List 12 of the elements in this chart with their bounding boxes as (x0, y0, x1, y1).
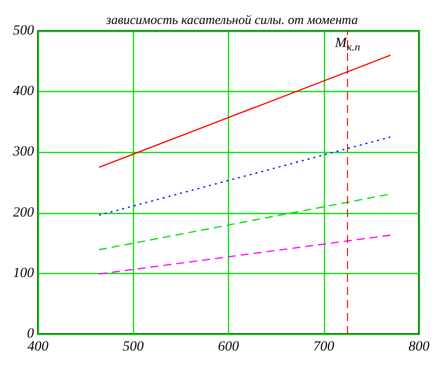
y-tick-label: 500 (13, 24, 34, 38)
y-tick-label: 100 (13, 266, 34, 281)
y-tick-label: 0 (27, 326, 34, 342)
x-tick-label: 600 (218, 340, 239, 354)
x-tick-label: 800 (408, 340, 430, 354)
y-tick-label: 300 (12, 144, 34, 160)
y-tick-label: 400 (13, 84, 34, 100)
y-tick-label: 200 (13, 205, 34, 220)
x-tick-label: 400 (28, 340, 48, 354)
x-tick-label: 500 (122, 340, 144, 354)
chart-title: зависимость касательной силы. от момента (105, 12, 358, 27)
x-tick-label: 700 (313, 340, 334, 354)
